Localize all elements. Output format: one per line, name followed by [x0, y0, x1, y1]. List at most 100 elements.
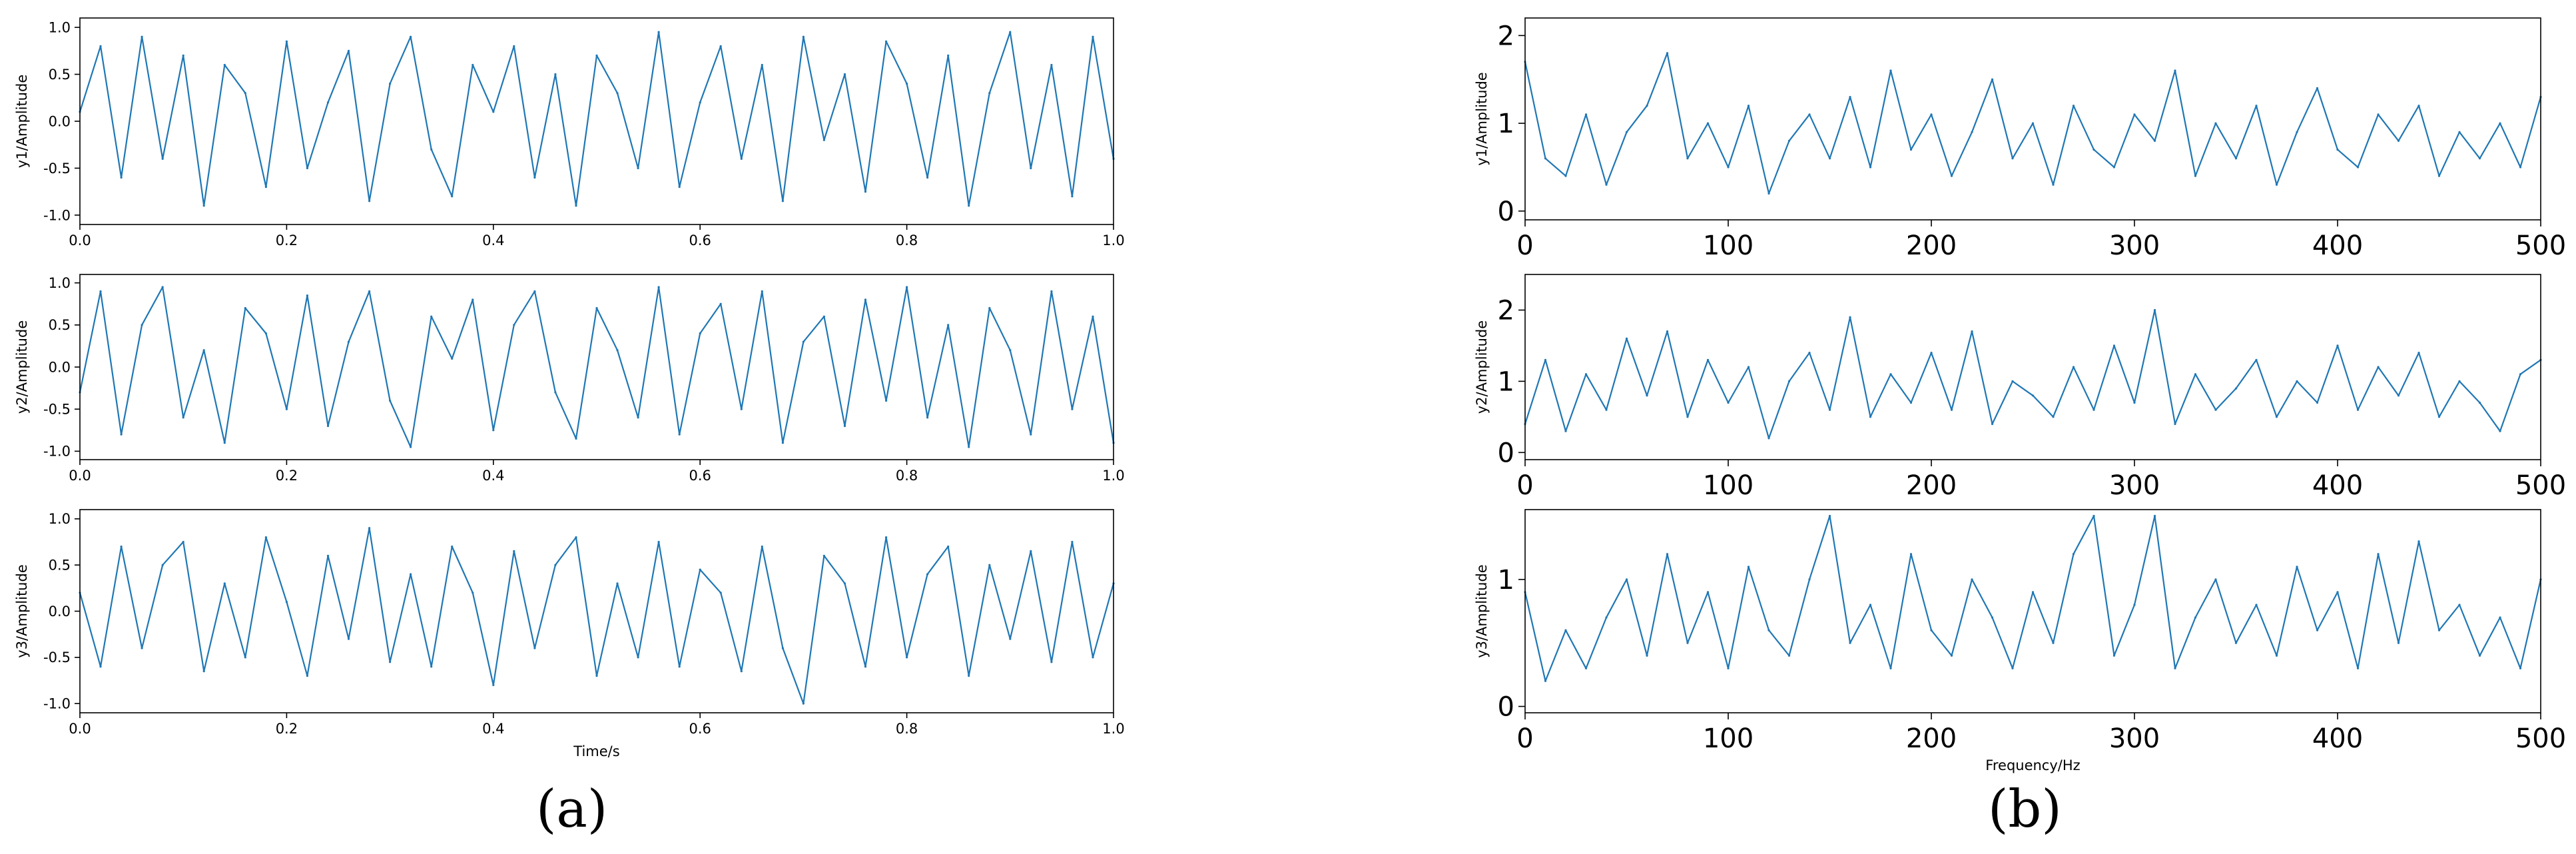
data-point: [1564, 175, 1567, 177]
data-point: [264, 186, 267, 189]
data-point: [2255, 358, 2258, 361]
x-tick-label: 1.0: [1102, 468, 1124, 484]
data-point: [1050, 290, 1053, 292]
panel-label-a: (a): [536, 779, 608, 839]
data-point: [2153, 308, 2156, 312]
x-tick-label: 0.2: [276, 721, 298, 737]
data-point: [1889, 373, 1892, 376]
data-point: [1544, 157, 1547, 160]
data-point: [1930, 113, 1933, 116]
data-point: [1605, 408, 1608, 411]
data-point: [1849, 641, 1851, 644]
data-point: [2356, 667, 2360, 669]
data-point: [2417, 105, 2420, 107]
x-tick-label: 200: [1906, 230, 1957, 261]
data-point: [244, 306, 246, 310]
data-point: [513, 324, 515, 326]
data-point: [2377, 366, 2380, 368]
data-point: [1544, 358, 1547, 361]
data-point: [1686, 641, 1689, 644]
data-point: [2499, 430, 2501, 432]
data-point: [554, 564, 557, 566]
data-point: [637, 656, 639, 659]
data-point: [802, 702, 805, 705]
data-point: [1747, 105, 1750, 107]
data-point: [575, 437, 577, 440]
data-point: [1747, 366, 1750, 368]
x-tick-label: 200: [1906, 470, 1957, 501]
data-point: [1706, 122, 1710, 125]
data-point: [161, 286, 164, 288]
data-point: [472, 592, 474, 594]
data-point: [202, 349, 205, 352]
data-point: [781, 647, 784, 649]
x-tick-label: 0.2: [276, 468, 298, 484]
data-point: [2153, 139, 2156, 142]
data-point: [1646, 394, 1648, 397]
data-point: [1849, 96, 1851, 99]
data-point: [2133, 113, 2136, 116]
data-point: [616, 349, 619, 352]
axes-frame: [79, 274, 1114, 460]
x-tick-label: 0.4: [482, 232, 504, 248]
x-tick-label: 0.2: [276, 232, 298, 248]
data-point: [2052, 183, 2055, 186]
data-point: [2011, 667, 2014, 669]
data-point: [2153, 514, 2156, 518]
data-point: [410, 35, 412, 38]
data-point: [761, 545, 763, 548]
data-point: [2072, 553, 2075, 556]
data-point: [1787, 380, 1791, 383]
data-point: [2296, 380, 2298, 383]
data-point: [410, 573, 412, 576]
data-point: [2275, 654, 2278, 657]
x-tick-label: 400: [2312, 230, 2363, 261]
data-point: [2093, 514, 2095, 518]
x-tick-label: 0.0: [69, 468, 91, 484]
data-point: [451, 357, 454, 360]
data-point: [1625, 131, 1628, 133]
data-point: [761, 290, 763, 292]
data-point: [2478, 401, 2481, 404]
data-point: [451, 545, 454, 548]
series-line-6-1: [1524, 515, 2542, 682]
data-point: [492, 683, 495, 686]
x-tick-label: 0.0: [69, 232, 91, 248]
data-point: [2194, 616, 2197, 619]
data-point: [533, 176, 536, 179]
data-point: [223, 442, 226, 444]
data-point: [1584, 667, 1588, 669]
data-point: [906, 286, 908, 288]
data-point: [2336, 149, 2339, 151]
data-point: [802, 35, 805, 38]
x-tick-label: 0.4: [482, 721, 504, 737]
x-tick-label: 300: [2109, 723, 2160, 754]
data-point: [2336, 344, 2339, 347]
data-point: [1686, 416, 1689, 418]
data-point: [678, 433, 681, 436]
data-point: [864, 665, 867, 668]
x-tick-label: 200: [1906, 723, 1957, 754]
y-axis-label: y1/Amplitude: [14, 75, 30, 168]
data-point: [761, 63, 763, 67]
data-point: [2458, 604, 2461, 606]
data-point: [968, 205, 970, 207]
data-point: [2316, 629, 2319, 632]
data-point: [389, 83, 392, 85]
data-point: [99, 665, 102, 668]
y-tick-label: -1.0: [43, 444, 71, 460]
data-point: [1706, 358, 1710, 361]
data-point: [1971, 131, 1973, 133]
data-point: [740, 670, 743, 673]
data-point: [864, 298, 867, 301]
data-point: [1849, 316, 1851, 318]
data-point: [1706, 591, 1710, 594]
data-point: [657, 31, 660, 33]
data-point: [2356, 166, 2360, 169]
x-axis-label: Frequency/Hz: [1985, 757, 2080, 773]
data-point: [492, 111, 495, 113]
series-line-3-1: [79, 527, 1115, 705]
data-point: [885, 536, 888, 539]
data-point: [1991, 422, 1994, 426]
y-tick-label: 0.5: [49, 67, 71, 83]
